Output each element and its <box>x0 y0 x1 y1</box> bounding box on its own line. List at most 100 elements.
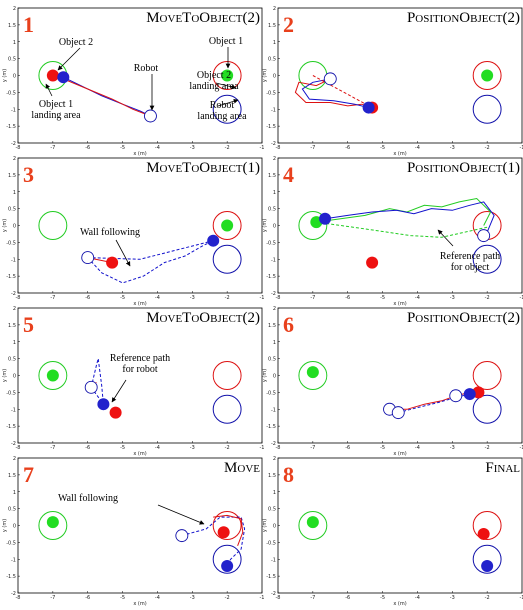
panel-title: PositionObject(2) <box>407 310 520 326</box>
y-tick-label: 2 <box>13 306 16 312</box>
landing-area <box>38 211 68 240</box>
x-axis-label: x (m) <box>133 151 146 157</box>
annotation: Object 1 landing area <box>31 99 81 121</box>
x-tick-label: -8 <box>276 145 281 151</box>
x-axis-label: x (m) <box>133 601 146 607</box>
y-tick-label: 2 <box>273 6 276 12</box>
robot <box>449 389 463 403</box>
robot <box>323 72 337 86</box>
y-tick-label: 0 <box>273 524 276 530</box>
panel: -8 -7 -6 -5 -4 -3 -2 -1 -2 -1.5 -1 -0.5 0 0.5 1 1.5 2 x (… <box>2 156 265 307</box>
annotation: Wall following <box>58 493 118 504</box>
annotation-arrow <box>157 504 205 525</box>
object-dot <box>481 560 494 572</box>
y-tick-label: 1 <box>13 40 16 46</box>
x-tick-label: -8 <box>276 595 281 601</box>
y-tick-label: -1 <box>271 257 276 263</box>
y-tick-label: -1.5 <box>266 424 276 430</box>
x-tick-label: -6 <box>85 445 90 451</box>
y-tick-label: -2 <box>271 291 276 297</box>
x-axis-label: x (m) <box>393 601 406 607</box>
trajectory <box>63 76 151 117</box>
annotation-line: Object 2 <box>59 37 93 48</box>
annotation: Reference path for object <box>440 251 500 273</box>
y-tick-label: 1 <box>273 340 276 346</box>
panel: -8 -7 -6 -5 -4 -3 -2 -1 -2 -1.5 -1 -0.5 0 0.5 1 1.5 2 x (… <box>262 156 523 307</box>
y-tick-label: 2 <box>273 306 276 312</box>
panel-title: Final <box>485 460 520 476</box>
x-axis-label: x (m) <box>393 451 406 457</box>
x-tick-label: -7 <box>310 295 315 301</box>
y-tick-label: -2 <box>271 141 276 147</box>
x-tick-label: -3 <box>190 145 195 151</box>
object-dot <box>306 366 319 379</box>
annotation-arrow <box>437 229 454 247</box>
x-tick-label: -8 <box>16 295 21 301</box>
y-tick-label: -1 <box>271 557 276 563</box>
y-axis-label: y (m) <box>2 369 8 382</box>
x-tick-label: -7 <box>50 295 55 301</box>
x-tick-label: -4 <box>155 445 160 451</box>
panel-title: MoveToObject(2) <box>146 310 260 326</box>
y-tick-label: 0 <box>13 224 16 230</box>
x-tick-label: -6 <box>85 595 90 601</box>
x-tick-label: -4 <box>415 445 420 451</box>
x-tick-label: -4 <box>155 295 160 301</box>
object-dot <box>463 388 476 401</box>
x-tick-label: -5 <box>120 595 125 601</box>
panel-number: 8 <box>283 462 294 487</box>
annotation: Object 2 <box>59 37 93 48</box>
x-tick-label: -4 <box>415 145 420 151</box>
y-tick-label: -0.5 <box>266 240 276 246</box>
x-tick-label: -2 <box>485 145 490 151</box>
x-tick-label: -4 <box>415 295 420 301</box>
object-dot <box>106 256 119 269</box>
x-tick-label: -5 <box>380 295 385 301</box>
landing-area <box>212 544 242 574</box>
y-tick-label: 1.5 <box>8 473 16 479</box>
y-tick-label: -0.5 <box>266 390 276 396</box>
object-dot <box>306 516 319 529</box>
panel-title: PositionObject(1) <box>407 160 520 176</box>
panel: -8 -7 -6 -5 -4 -3 -2 -1 -2 -1.5 -1 -0.5 0 0.5 1 1.5 2 x (… <box>2 456 265 607</box>
y-tick-label: -1 <box>271 407 276 413</box>
landing-area <box>298 511 328 540</box>
x-tick-label: -3 <box>450 595 455 601</box>
y-tick-label: -1.5 <box>266 124 276 130</box>
x-tick-label: -2 <box>485 445 490 451</box>
y-tick-label: 1.5 <box>268 323 276 329</box>
annotation-line: Object 1 <box>39 99 73 110</box>
annotation-line: landing area <box>197 111 247 122</box>
landing-area <box>472 511 502 540</box>
annotation-line: Reference path <box>440 251 500 262</box>
x-tick-label: -2 <box>225 145 230 151</box>
panel: -8 -7 -6 -5 -4 -3 -2 -1 -2 -1.5 -1 -0.5 0 0.5 1 1.5 2 x (… <box>2 306 265 457</box>
y-tick-label: 2 <box>13 6 16 12</box>
x-tick-label: -5 <box>380 445 385 451</box>
object-dot <box>319 212 332 225</box>
robot <box>391 406 405 420</box>
y-tick-label: -1.5 <box>6 574 16 580</box>
y-tick-label: -1 <box>11 107 16 113</box>
panel-number: 7 <box>23 462 34 487</box>
x-tick-label: -6 <box>85 295 90 301</box>
landing-area <box>212 511 242 540</box>
y-tick-label: 1.5 <box>8 173 16 179</box>
landing-area <box>212 244 242 274</box>
panel: -8 -7 -6 -5 -4 -3 -2 -1 -2 -1.5 -1 -0.5 0 0.5 1 1.5 2 x (… <box>262 456 523 607</box>
x-tick-label: -1 <box>260 145 265 151</box>
y-tick-label: -0.5 <box>266 90 276 96</box>
annotation: Object 2 landing area <box>189 70 239 92</box>
landing-area <box>212 94 242 124</box>
x-tick-label: -7 <box>50 595 55 601</box>
object-dot <box>46 369 59 382</box>
x-tick-label: -1 <box>520 295 523 301</box>
robot <box>477 229 491 243</box>
x-tick-label: -2 <box>225 295 230 301</box>
annotation-line: Wall following <box>58 493 118 504</box>
x-tick-label: -1 <box>260 445 265 451</box>
x-tick-label: -8 <box>276 295 281 301</box>
y-tick-label: -1.5 <box>266 574 276 580</box>
panel: -8 -7 -6 -5 -4 -3 -2 -1 -2 -1.5 -1 -0.5 0 0.5 1 1.5 2 x (… <box>262 6 523 157</box>
object-dot <box>366 256 379 269</box>
